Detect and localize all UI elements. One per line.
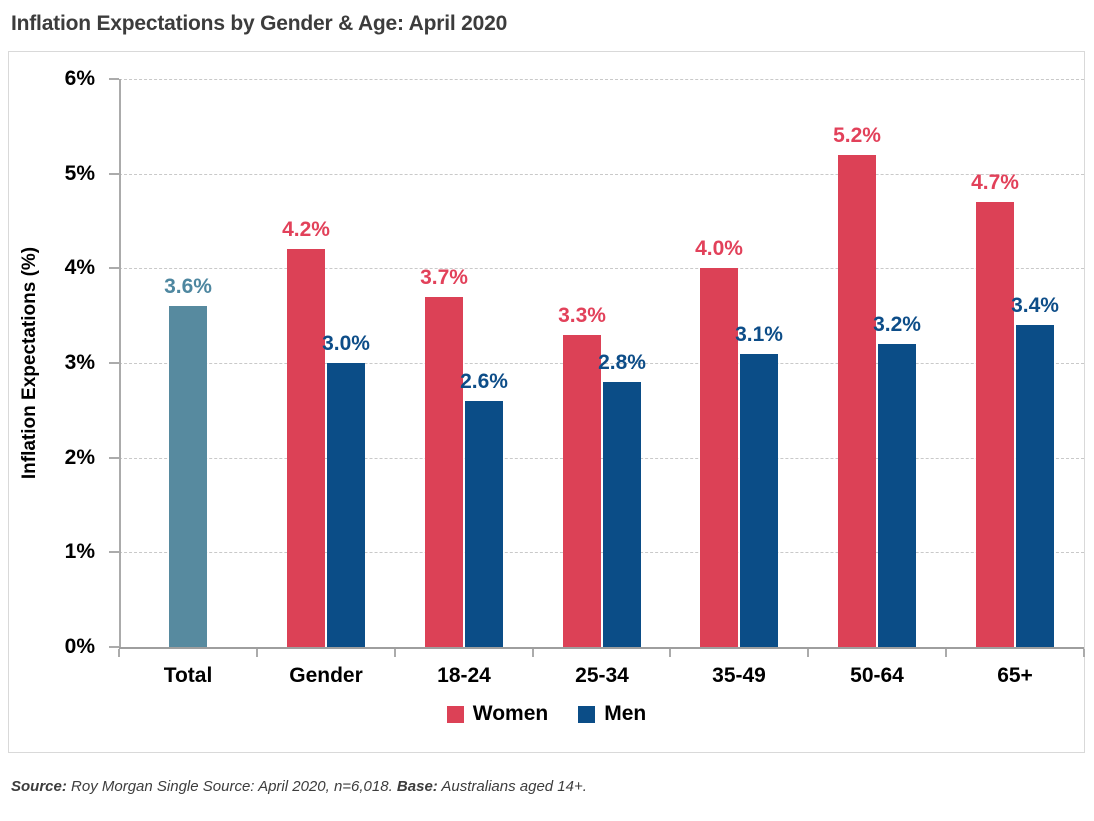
bar-women-65+ — [976, 202, 1014, 647]
x-axis-label-65+: 65+ — [997, 664, 1033, 687]
x-tick-mark — [807, 649, 810, 657]
legend: Women Men — [9, 702, 1084, 726]
bar-men-65+ — [1016, 325, 1054, 647]
bar-men-25-34 — [603, 382, 641, 647]
bar-value-label: 4.7% — [971, 171, 1019, 194]
y-tick-mark — [109, 172, 119, 175]
bar-total-total — [169, 306, 207, 647]
y-tick-label: 0% — [64, 635, 95, 658]
x-tick-mark — [118, 649, 120, 657]
bar-women-25-34 — [563, 335, 601, 647]
gridline — [119, 552, 1084, 554]
gridline — [119, 173, 1084, 175]
bar-value-label: 3.6% — [164, 275, 212, 298]
source-text: Roy Morgan Single Source: April 2020, n=… — [66, 778, 397, 795]
y-axis-line — [119, 79, 121, 647]
y-tick-mark — [109, 267, 119, 270]
x-axis-line — [119, 647, 1084, 649]
bar-men-18-24 — [465, 401, 503, 647]
base-text: Australians aged 14+. — [437, 778, 587, 795]
y-tick-label: 6% — [64, 67, 95, 90]
page: Inflation Expectations by Gender & Age: … — [8, 12, 1086, 795]
x-axis-label-35-49: 35-49 — [712, 664, 766, 687]
x-axis-label-50-64: 50-64 — [850, 664, 904, 687]
bar-value-label: 2.6% — [460, 370, 508, 393]
y-tick-label: 3% — [64, 351, 95, 374]
y-tick-mark — [109, 646, 119, 648]
bar-value-label: 3.2% — [873, 313, 921, 336]
legend-label-men: Men — [604, 702, 647, 725]
bar-value-label: 4.0% — [695, 237, 743, 260]
gridline — [119, 457, 1084, 459]
bar-value-label: 3.4% — [1011, 294, 1059, 317]
y-tick-mark — [109, 78, 119, 80]
bar-men-35-49 — [740, 354, 778, 647]
y-tick-label: 4% — [64, 256, 95, 280]
base-label: Base: — [396, 778, 438, 795]
legend-item-men: Men — [578, 702, 646, 726]
bar-men-50-64 — [878, 344, 916, 647]
x-axis-label-25-34: 25-34 — [575, 664, 629, 687]
legend-swatch-women — [446, 705, 464, 723]
legend-swatch-men — [578, 705, 596, 723]
bar-men-gender — [327, 363, 365, 647]
x-tick-mark — [669, 649, 672, 657]
y-tick-mark — [109, 456, 119, 459]
x-tick-mark — [255, 649, 258, 657]
bar-value-label: 4.2% — [282, 218, 330, 241]
x-tick-mark — [393, 649, 396, 657]
x-axis-label-18-24: 18-24 — [437, 664, 491, 687]
x-axis-label-total: Total — [163, 664, 213, 687]
bar-value-label: 2.8% — [598, 351, 646, 374]
bar-value-label: 3.1% — [735, 323, 783, 346]
y-tick-mark — [109, 551, 119, 554]
y-tick-mark — [109, 362, 119, 364]
gridline — [119, 79, 1084, 80]
bar-value-label: 3.7% — [420, 266, 468, 289]
source-label: Source: — [11, 778, 67, 795]
x-tick-mark — [1083, 649, 1085, 657]
y-tick-label: 2% — [64, 445, 95, 469]
x-tick-mark — [945, 649, 948, 657]
y-tick-label: 5% — [64, 161, 95, 185]
legend-item-women: Women — [446, 702, 549, 726]
bar-value-label: 3.3% — [558, 304, 606, 327]
bar-women-gender — [287, 249, 325, 647]
bar-value-label: 5.2% — [833, 124, 881, 147]
x-axis-label-gender: Gender — [289, 664, 363, 687]
gridline — [119, 363, 1084, 364]
bar-women-18-24 — [425, 297, 463, 647]
source-note: Source: Roy Morgan Single Source: April … — [8, 778, 1086, 795]
y-tick-label: 1% — [64, 540, 95, 564]
bar-women-50-64 — [838, 155, 876, 647]
x-tick-mark — [531, 649, 534, 657]
bar-women-35-49 — [700, 268, 738, 647]
chart-title: Inflation Expectations by Gender & Age: … — [11, 12, 508, 35]
gridline — [119, 268, 1084, 270]
legend-label-women: Women — [472, 702, 549, 725]
bar-value-label: 3.0% — [322, 332, 370, 355]
chart-panel: Inflation Expectations (%) 0% 1% 2% 3% 4% 5% 6… — [8, 51, 1085, 753]
